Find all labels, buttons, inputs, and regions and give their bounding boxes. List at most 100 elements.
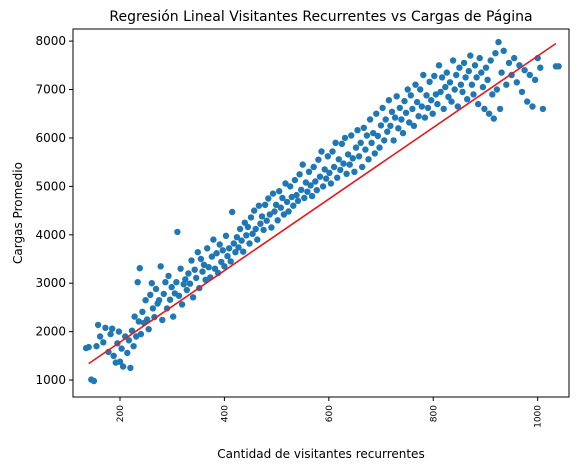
data-point bbox=[324, 153, 331, 160]
data-point bbox=[442, 83, 449, 91]
data-point bbox=[210, 236, 217, 243]
data-point bbox=[337, 166, 344, 174]
data-point bbox=[323, 175, 330, 182]
data-point bbox=[428, 97, 435, 104]
x-tick-label: 200 bbox=[116, 405, 126, 422]
data-point bbox=[362, 146, 369, 153]
data-point bbox=[170, 313, 177, 320]
data-point bbox=[109, 325, 116, 332]
data-point bbox=[398, 116, 405, 123]
x-tick-label: 400 bbox=[220, 405, 230, 422]
data-point bbox=[387, 122, 394, 129]
data-point bbox=[420, 71, 427, 79]
data-point bbox=[348, 132, 355, 139]
data-point bbox=[148, 280, 155, 287]
data-point bbox=[304, 188, 311, 195]
data-point bbox=[296, 171, 303, 178]
data-point bbox=[213, 250, 220, 257]
y-axis-label: Cargas Promedio bbox=[11, 162, 25, 264]
data-point bbox=[448, 98, 455, 105]
data-point bbox=[487, 57, 494, 64]
data-point bbox=[357, 139, 364, 146]
data-point bbox=[423, 92, 430, 99]
data-point bbox=[225, 245, 233, 252]
x-tick-label: 800 bbox=[429, 405, 439, 422]
data-point bbox=[438, 74, 446, 81]
data-point bbox=[222, 232, 230, 239]
data-point bbox=[202, 276, 209, 283]
data-point bbox=[479, 83, 487, 91]
data-point bbox=[446, 79, 454, 86]
data-point bbox=[417, 86, 424, 93]
data-point bbox=[344, 151, 352, 158]
data-point bbox=[462, 74, 469, 81]
data-point bbox=[308, 192, 316, 200]
data-point bbox=[159, 316, 166, 324]
data-point bbox=[365, 156, 372, 163]
data-point bbox=[199, 268, 206, 275]
regression-line bbox=[88, 42, 557, 365]
data-point bbox=[287, 183, 294, 190]
data-point bbox=[107, 330, 114, 338]
data-point bbox=[191, 266, 198, 273]
data-points bbox=[82, 38, 562, 385]
data-point bbox=[526, 71, 533, 79]
data-point bbox=[243, 232, 250, 239]
data-point bbox=[219, 247, 226, 254]
data-point bbox=[271, 208, 278, 215]
data-point bbox=[521, 67, 528, 74]
y-tick-label: 8000 bbox=[35, 34, 66, 48]
data-point bbox=[429, 110, 436, 117]
data-point bbox=[343, 170, 350, 177]
data-point bbox=[457, 81, 465, 88]
data-point bbox=[359, 163, 366, 171]
data-point bbox=[130, 343, 137, 350]
data-point bbox=[252, 225, 259, 233]
data-point bbox=[406, 119, 413, 126]
data-point bbox=[484, 76, 491, 84]
data-point bbox=[352, 144, 360, 151]
data-point bbox=[180, 281, 187, 288]
y-tick-label: 4000 bbox=[35, 228, 66, 242]
data-point bbox=[294, 197, 302, 205]
data-point bbox=[407, 92, 414, 99]
data-point bbox=[467, 52, 474, 59]
data-point bbox=[388, 108, 396, 116]
y-tick-label: 1000 bbox=[35, 373, 66, 387]
data-point bbox=[205, 264, 212, 271]
data-point bbox=[334, 174, 341, 181]
data-point bbox=[470, 91, 477, 98]
data-point bbox=[291, 176, 299, 184]
data-point bbox=[147, 291, 154, 298]
data-point bbox=[379, 104, 386, 112]
data-point bbox=[539, 105, 547, 113]
y-tick-label: 7000 bbox=[35, 83, 66, 97]
data-point bbox=[396, 104, 403, 112]
data-point bbox=[125, 337, 133, 344]
data-point bbox=[93, 343, 100, 350]
data-point bbox=[174, 228, 181, 236]
data-point bbox=[208, 253, 216, 260]
data-point bbox=[384, 128, 391, 135]
data-point bbox=[137, 330, 145, 338]
data-point bbox=[426, 78, 433, 86]
data-point bbox=[490, 115, 497, 122]
data-point bbox=[385, 97, 393, 104]
data-point bbox=[335, 156, 342, 163]
data-point bbox=[280, 211, 288, 218]
data-point bbox=[134, 279, 141, 286]
data-point bbox=[139, 308, 146, 315]
data-point bbox=[177, 265, 184, 272]
data-point bbox=[301, 194, 308, 202]
x-axis-ticks: 200 400 600 800 1000 bbox=[116, 397, 544, 428]
data-point bbox=[340, 160, 347, 167]
data-point bbox=[319, 183, 327, 190]
data-point bbox=[189, 294, 197, 301]
data-point bbox=[518, 88, 526, 96]
data-point bbox=[265, 195, 272, 202]
data-point bbox=[399, 129, 407, 137]
data-point bbox=[460, 59, 468, 67]
data-point bbox=[255, 202, 263, 209]
data-point bbox=[431, 72, 438, 80]
data-point bbox=[401, 97, 408, 105]
